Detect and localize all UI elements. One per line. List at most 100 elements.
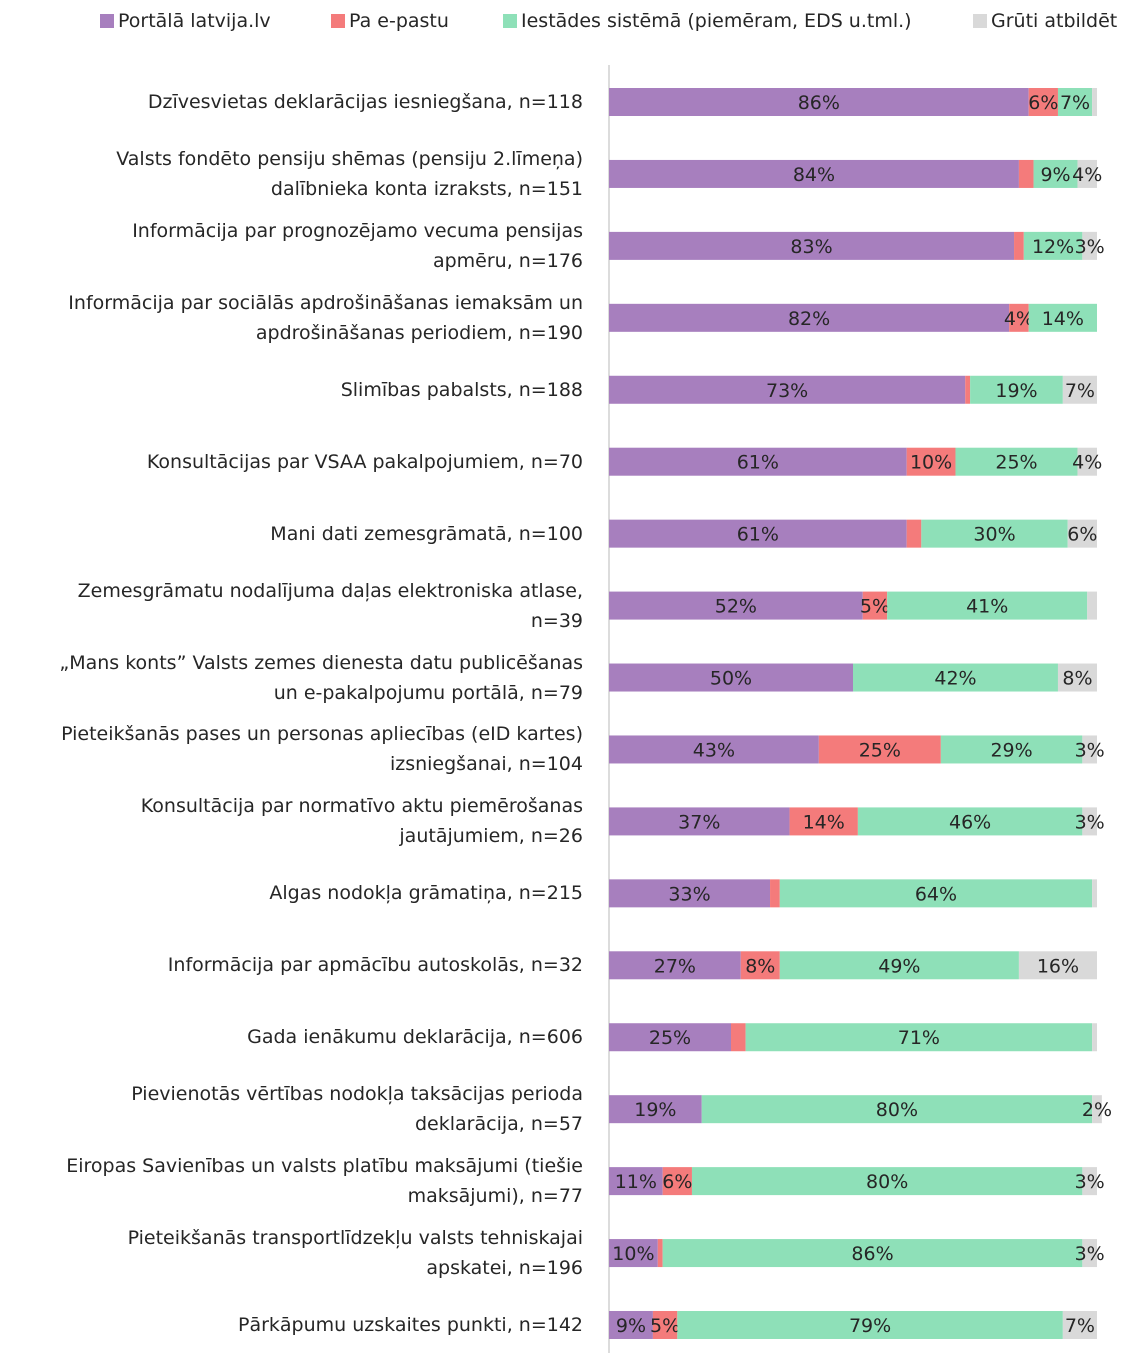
data-label: 50% bbox=[710, 668, 752, 690]
bar-segment bbox=[965, 375, 971, 404]
data-label: 11% bbox=[615, 1171, 657, 1193]
bar-segment bbox=[862, 591, 888, 620]
data-label: 79% bbox=[849, 1315, 891, 1337]
bar-segment bbox=[662, 1239, 1083, 1268]
data-label: 6% bbox=[1067, 524, 1097, 546]
data-label: 8% bbox=[1062, 668, 1092, 690]
data-label: 41% bbox=[966, 596, 1008, 618]
category-label: Algas nodokļa grāmatiņa, n=215 bbox=[269, 882, 583, 905]
legend-swatch bbox=[503, 14, 517, 28]
data-label: 46% bbox=[949, 811, 991, 833]
bar-segment bbox=[1057, 88, 1093, 116]
bar-segment bbox=[1077, 447, 1097, 476]
data-label: 10% bbox=[910, 452, 952, 474]
data-label: 86% bbox=[798, 92, 840, 114]
bar-segment bbox=[1087, 591, 1097, 620]
bar-segment bbox=[1028, 303, 1097, 332]
bar-segment bbox=[609, 1167, 663, 1196]
bar-segment bbox=[657, 1239, 663, 1268]
bar-segment bbox=[1014, 231, 1024, 260]
data-label: 30% bbox=[973, 524, 1015, 546]
bar-segment bbox=[609, 1311, 653, 1339]
data-label: 3% bbox=[1075, 739, 1105, 761]
bar-segment bbox=[609, 519, 907, 548]
category-label: Pievienotās vērtības nodokļa taksācijas … bbox=[131, 1083, 583, 1136]
bar-segment bbox=[1057, 663, 1097, 692]
category-label: Slimības pabalsts, n=188 bbox=[340, 378, 583, 401]
category-label: Informācija par sociālās apdrošināšanas … bbox=[68, 291, 583, 344]
data-label: 14% bbox=[803, 811, 845, 833]
data-label: 9% bbox=[616, 1315, 646, 1337]
bar-segment bbox=[789, 807, 858, 836]
data-label: 52% bbox=[715, 596, 757, 618]
bar-segment bbox=[740, 951, 780, 980]
category-label: Eiropas Savienības un valsts platību mak… bbox=[66, 1155, 583, 1208]
bar-segment bbox=[745, 1023, 1093, 1052]
category-label: Gada ienākumu deklarācija, n=606 bbox=[247, 1026, 583, 1049]
category-label: Informācija par apmācību autoskolās, n=3… bbox=[167, 954, 583, 977]
data-label: 7% bbox=[1060, 92, 1090, 114]
legend-item: Grūti atbildēt bbox=[973, 10, 1117, 32]
category-label: Dzīvesvietas deklarācijas iesniegšana, n… bbox=[147, 91, 583, 113]
legend-item: Pa e-pastu bbox=[331, 10, 449, 32]
bar-segment bbox=[609, 951, 741, 980]
legend-label: Iestādes sistēmā (piemēram, EDS u.tml.) bbox=[521, 10, 912, 32]
bar-segment bbox=[970, 375, 1063, 404]
data-label: 80% bbox=[866, 1171, 908, 1193]
bar-segment bbox=[652, 1311, 678, 1339]
legend-swatch bbox=[973, 14, 987, 28]
data-label: 33% bbox=[668, 883, 710, 905]
category-label: „Mans konts” Valsts zemes dienesta datu … bbox=[59, 651, 583, 704]
data-label: 12% bbox=[1032, 236, 1074, 258]
legend-item: Iestādes sistēmā (piemēram, EDS u.tml.) bbox=[503, 10, 912, 32]
data-label: 84% bbox=[793, 164, 835, 186]
bar-segment bbox=[609, 375, 966, 404]
bar-segment bbox=[1062, 375, 1097, 404]
data-label: 2% bbox=[1082, 1099, 1112, 1121]
bar-segment bbox=[1023, 231, 1083, 260]
bar-segment bbox=[955, 447, 1078, 476]
legend-swatch bbox=[331, 14, 345, 28]
bar-segment bbox=[609, 303, 1010, 332]
data-label: 43% bbox=[693, 739, 735, 761]
bar-segment bbox=[1082, 1239, 1097, 1268]
bar-segment bbox=[1092, 1095, 1102, 1124]
data-label: 14% bbox=[1042, 308, 1084, 330]
bar-segment bbox=[609, 1023, 731, 1052]
bar-segment bbox=[779, 951, 1019, 980]
legend-label: Grūti atbildēt bbox=[991, 10, 1118, 32]
legend-label: Pa e-pastu bbox=[349, 10, 449, 32]
bar-segment bbox=[662, 1167, 692, 1196]
data-label: 8% bbox=[745, 955, 775, 977]
bar-segment bbox=[906, 519, 922, 548]
bar-segment bbox=[1082, 231, 1097, 260]
data-label: 9% bbox=[1040, 164, 1070, 186]
bar-segment bbox=[1092, 1023, 1097, 1052]
bar-segment bbox=[1062, 1311, 1097, 1339]
category-label: Valsts fondēto pensiju shēmas (pensiju 2… bbox=[116, 147, 583, 200]
bar-segment bbox=[691, 1167, 1083, 1196]
data-label: 29% bbox=[990, 739, 1032, 761]
category-label: Pieteikšanās pases un personas apliecība… bbox=[61, 723, 583, 776]
data-label: 19% bbox=[995, 380, 1037, 402]
bar-segment bbox=[906, 447, 956, 476]
data-label: 42% bbox=[934, 668, 976, 690]
data-label: 4% bbox=[1004, 308, 1034, 330]
legend-item: Portālā latvija.lv bbox=[100, 10, 271, 32]
bar-segment bbox=[1028, 88, 1058, 116]
data-label: 25% bbox=[649, 1027, 691, 1049]
category-label: Informācija par prognozējamo vecuma pens… bbox=[132, 219, 583, 272]
bar-segment bbox=[609, 159, 1019, 188]
bar-segment bbox=[609, 807, 790, 836]
data-label: 3% bbox=[1075, 1243, 1105, 1265]
data-label: 6% bbox=[1028, 92, 1058, 114]
bar-segment bbox=[609, 1239, 658, 1268]
data-label: 49% bbox=[878, 955, 920, 977]
bar-segment bbox=[609, 88, 1029, 116]
bar-segment bbox=[609, 663, 853, 692]
data-label: 4% bbox=[1072, 452, 1102, 474]
bar-segment bbox=[1009, 303, 1029, 332]
data-label: 83% bbox=[790, 236, 832, 258]
